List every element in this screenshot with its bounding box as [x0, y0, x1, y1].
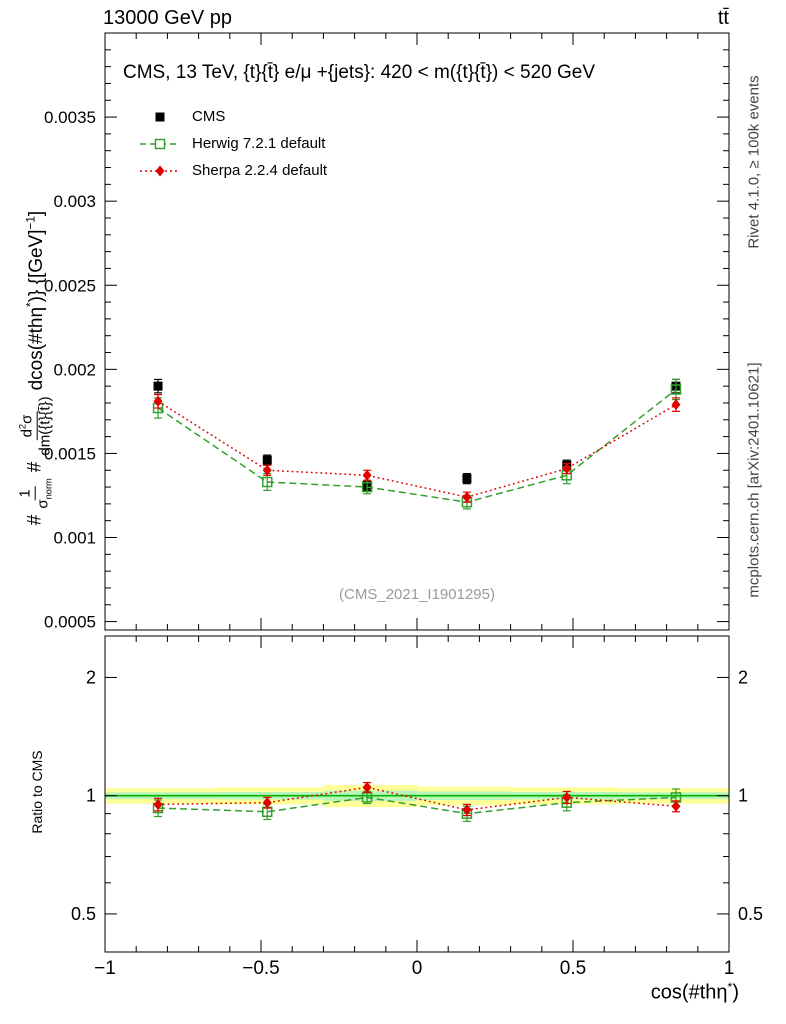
svg-text:2: 2 [86, 667, 96, 687]
svg-text:−1: −1 [94, 958, 116, 979]
main-series-herwig-7-2-1-default [152, 378, 682, 510]
mcplots-reference-label: mcplots.cern.ch [arXiv:2401.10621] [745, 362, 763, 598]
svg-text:0.002: 0.002 [53, 360, 96, 379]
axis-ticks [104, 33, 730, 953]
svg-text:−0.5: −0.5 [242, 958, 280, 979]
ratio-series-sherpa-2-2-4-default [153, 781, 681, 817]
axis-tick-labels: 0.0005 0.001 0.0015 0.002 0.0025 0.003 0.0035 0… [44, 108, 763, 979]
legend-label-cms: CMS [192, 108, 226, 125]
herwig-marker-icon [140, 138, 180, 149]
legend-item-herwig: Herwig 7.2.1 default [138, 130, 327, 157]
svg-text:0.003: 0.003 [53, 192, 96, 211]
plot-title: CMS, 13 TeV, {t}{t̄} e/μ +{jets}: 420 < … [123, 62, 596, 83]
svg-text:1: 1 [738, 786, 748, 806]
ratio-y-axis-label: Ratio to CMS [29, 750, 45, 834]
main-y-axis-label: # 1 σnorm # d2σ dm({t}{t̄}) dcos(#thη*)}… [16, 210, 55, 526]
cms-marker-icon [155, 112, 165, 121]
sherpa-marker-icon [140, 165, 180, 176]
ylabel-frac-norm: 1 σnorm [16, 478, 54, 509]
legend: CMS Herwig 7.2.1 default Sherpa 2.2.4 de… [138, 103, 327, 184]
main-series-sherpa-2-2-4-default [153, 393, 681, 503]
svg-text:0.5: 0.5 [71, 904, 96, 924]
svg-text:2: 2 [738, 667, 748, 687]
svg-text:1: 1 [724, 958, 735, 979]
svg-text:0.0005: 0.0005 [44, 613, 96, 632]
header-process-label: tt̄ [717, 7, 729, 29]
svg-text:0.0015: 0.0015 [44, 444, 96, 463]
ylabel-hash-1: # [25, 514, 46, 526]
svg-text:0.5: 0.5 [560, 958, 586, 979]
legend-label-herwig: Herwig 7.2.1 default [192, 135, 326, 152]
x-axis-label: cos(#thη*) [650, 980, 739, 1004]
svg-text:0.001: 0.001 [53, 529, 96, 548]
rivet-version-label: Rivet 4.1.0, ≥ 100k events [745, 75, 763, 249]
analysis-watermark: (CMS_2021_I1901295) [339, 586, 495, 603]
svg-text:0.0025: 0.0025 [44, 276, 96, 295]
ylabel-hash-2: # [25, 461, 46, 473]
svg-text:0.0035: 0.0035 [44, 108, 96, 127]
svg-text:0.5: 0.5 [738, 904, 763, 924]
svg-text:1: 1 [86, 786, 96, 806]
ylabel-frac-xsec: d2σ dm({t}{t̄}) [17, 396, 54, 456]
header-energy-label: 13000 GeV pp [103, 7, 232, 29]
svg-text:0: 0 [412, 958, 423, 979]
main-series-cms [153, 378, 681, 492]
ratio-uncertainty-bands [105, 784, 729, 808]
legend-label-sherpa: Sherpa 2.2.4 default [192, 162, 328, 179]
legend-item-sherpa: Sherpa 2.2.4 default [138, 157, 327, 184]
ylabel-tail: dcos(#thη*)} {[GeV]−1] [24, 210, 47, 391]
legend-item-cms: CMS [138, 103, 327, 130]
